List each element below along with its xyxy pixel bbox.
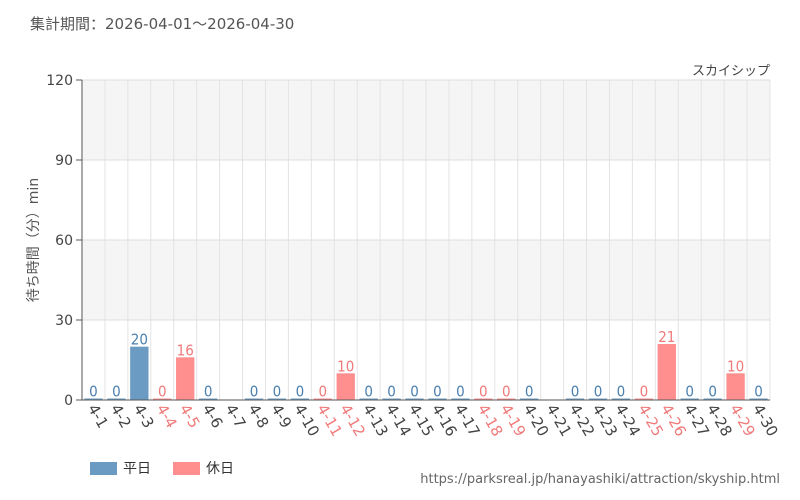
legend-item-holiday: 休日 [173,458,234,478]
data-label-4-15: 0 [410,383,419,401]
bars [84,344,768,400]
data-label-4-22: 0 [571,383,580,401]
data-label-4-24: 0 [617,383,626,401]
y-tick-label: 90 [55,153,73,169]
data-label-4-13: 0 [364,383,373,401]
legend-label-holiday: 休日 [206,461,234,477]
chart-title: スカイシップ [692,64,770,79]
period-label: 集計期間：2026-04-01〜2026-04-30 [30,15,295,33]
source-url[interactable]: https://parksreal.jp/hanayashiki/attract… [420,472,780,487]
data-label-4-28: 0 [708,383,717,401]
data-label-4-14: 0 [387,383,396,401]
bar-4-19 [497,398,516,400]
legend-label-weekday: 平日 [123,461,151,477]
x-tick-label-4-4: 4-4 [153,401,181,431]
data-label-4-10: 0 [296,383,305,401]
bar-4-26 [657,344,676,400]
bar-4-5 [176,357,195,400]
bar-4-6 [198,398,218,400]
bar-4-25 [634,398,654,400]
data-label-4-20: 0 [525,383,534,401]
bar-4-30 [749,398,768,400]
legend-item-weekday: 平日 [90,458,151,478]
legend-swatch-holiday [173,461,200,475]
data-label-4-30: 0 [754,383,763,401]
y-tick-label: 0 [64,393,73,409]
data-label-4-6: 0 [204,383,213,401]
bar-4-12 [336,373,355,400]
x-tick-label-4-8: 4-8 [245,401,273,431]
data-label-4-25: 0 [640,383,649,401]
bar-4-3 [130,346,149,400]
data-label-4-4: 0 [158,383,167,401]
data-label-4-12: 10 [337,357,354,375]
bar-4-8 [244,398,264,400]
data-label-4-27: 0 [685,383,694,401]
data-label-4-2: 0 [112,383,121,401]
bar-4-17 [451,398,470,400]
x-tick-label-4-5: 4-5 [176,401,204,431]
bar-4-11 [313,398,332,400]
x-tick-label-4-6: 4-6 [199,401,227,431]
bar-4-4 [153,398,172,400]
x-tick-label-4-2: 4-2 [107,401,135,431]
bar-4-28 [703,398,722,400]
data-label-4-8: 0 [250,383,259,401]
bar-4-2 [107,398,126,400]
y-tick-label: 60 [55,233,73,249]
bar-4-27 [680,398,699,400]
y-tick-label: 30 [55,313,73,329]
bar-4-23 [588,398,608,400]
data-label-4-26: 21 [658,328,675,346]
y-axis-label: 待ち時間（分）min [26,178,42,302]
data-label-4-23: 0 [594,383,603,401]
data-label-4-16: 0 [433,383,442,401]
bar-4-1 [84,398,103,400]
legend-swatch-weekday [90,461,117,475]
data-label-4-19: 0 [502,383,511,401]
data-label-4-3: 20 [131,331,148,349]
bar-4-14 [382,398,401,400]
x-tick-label-4-1: 4-1 [84,401,112,431]
bar-4-22 [565,398,585,400]
y-tick-label: 120 [46,73,73,89]
data-label-4-1: 0 [89,383,98,401]
bar-4-9 [267,398,287,400]
data-label-4-29: 10 [727,357,744,375]
data-label-4-11: 0 [319,383,328,401]
bar-4-20 [520,398,539,400]
bar-4-29 [726,373,745,400]
data-label-4-9: 0 [273,383,282,401]
x-tick-label-4-3: 4-3 [130,401,158,431]
legend: 平日 休日 [90,458,256,478]
bar-4-24 [611,398,631,400]
data-label-4-5: 16 [177,341,194,359]
x-tick-label-4-7: 4-7 [222,401,250,431]
data-label-4-17: 0 [456,383,465,401]
bar-4-18 [474,398,493,400]
bar-4-15 [405,398,424,400]
data-label-4-18: 0 [479,383,488,401]
x-tick-label-4-9: 4-9 [267,401,295,431]
bar-4-10 [290,398,310,400]
bar-4-16 [428,398,447,400]
bar-4-13 [359,398,378,400]
